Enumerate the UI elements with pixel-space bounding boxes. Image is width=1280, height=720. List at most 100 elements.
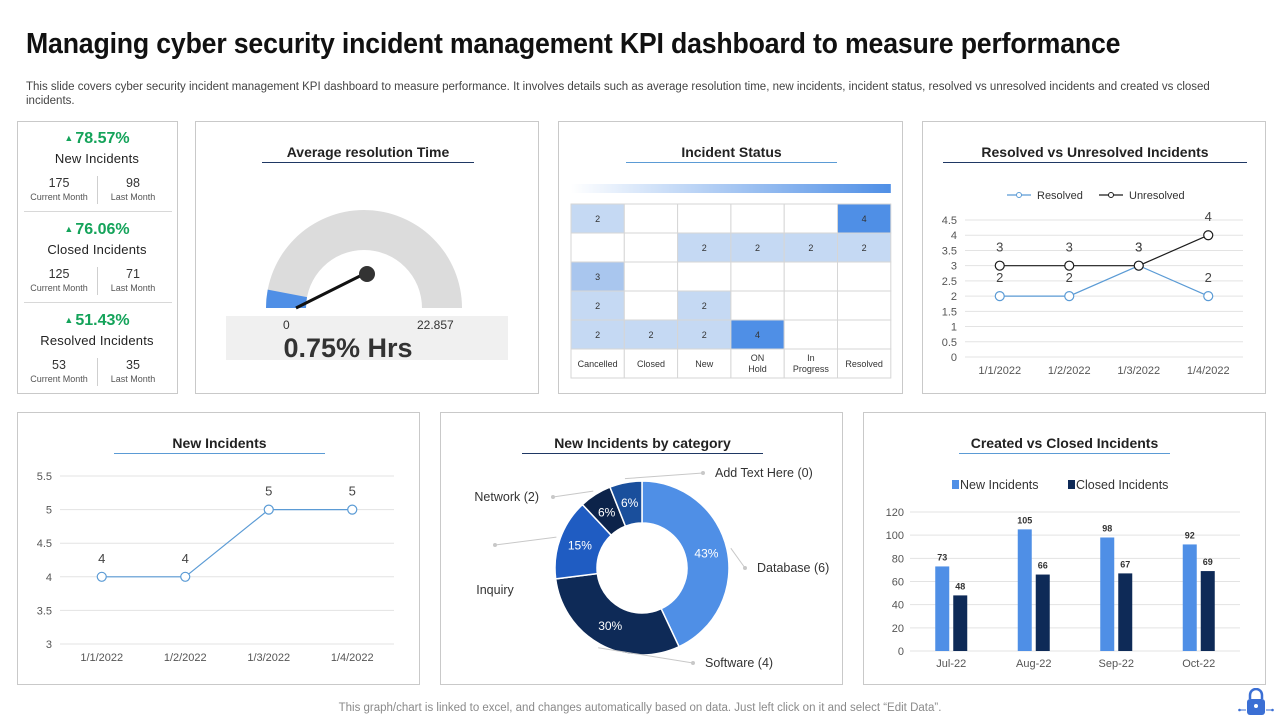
status-cell-value: 2 <box>702 243 707 253</box>
data-label: 2 <box>1066 270 1073 285</box>
bar-value-label: 48 <box>955 581 965 591</box>
bar-value-label: 73 <box>937 552 947 562</box>
status-cell-value: 2 <box>702 330 707 340</box>
donut-slice <box>641 480 730 648</box>
status-cell <box>730 261 785 292</box>
panel-title: Resolved vs Unresolved Incidents <box>981 144 1209 160</box>
incidents-by-category-donut: 43% Database (6) 30% Software (4) 15% Inquiry… <box>474 466 829 670</box>
gauge-track <box>266 210 462 308</box>
y-tick-label: 4 <box>46 572 52 584</box>
y-tick-label: 0.5 <box>942 337 957 349</box>
callout-label: Network (2) <box>474 490 539 504</box>
data-point <box>180 571 191 582</box>
status-column-cell <box>730 348 785 379</box>
status-cell <box>570 319 625 350</box>
status-column-label: New <box>695 359 714 369</box>
y-tick-label: 3 <box>46 639 52 651</box>
status-cell <box>623 232 679 263</box>
x-tick-label: 1/3/2022 <box>1117 365 1160 377</box>
callout-line <box>624 472 704 480</box>
status-header-bar <box>571 184 891 193</box>
series-line <box>999 265 1209 297</box>
bar-value-label: 105 <box>1017 515 1032 525</box>
footer-note: This graph/chart is linked to excel, and… <box>338 702 942 714</box>
bar <box>1017 529 1032 651</box>
kpi-last: 71 <box>126 267 140 281</box>
data-point <box>994 260 1005 271</box>
kpi-current: 53 <box>52 358 66 372</box>
data-label: 5 <box>349 484 356 499</box>
status-column-cell <box>837 348 892 379</box>
bar-value-label: 66 <box>1038 561 1048 571</box>
bar-value-label: 98 <box>1102 523 1112 533</box>
panel-title: Average resolution Time <box>286 144 450 160</box>
divider <box>24 211 172 212</box>
x-tick-label: 1/2/2022 <box>164 652 207 664</box>
bar <box>935 566 950 651</box>
callout-label: Software (4) <box>705 656 773 670</box>
up-arrow-icon: ▲ <box>64 315 74 325</box>
y-tick-label: 1.5 <box>942 306 957 318</box>
status-cell <box>623 261 679 292</box>
status-cell <box>837 290 892 321</box>
bar-value-label: 67 <box>1120 559 1130 569</box>
status-column-label: Resolved <box>845 359 883 369</box>
legend-marker <box>1016 192 1022 198</box>
status-column-label: In <box>807 353 815 363</box>
status-cell-value: 2 <box>648 330 653 340</box>
series-line <box>101 508 353 578</box>
x-tick-label: 1/1/2022 <box>978 365 1021 377</box>
status-cell <box>783 261 838 292</box>
status-cell <box>570 232 625 263</box>
y-tick-label: 0 <box>951 352 957 364</box>
bar <box>1200 571 1215 651</box>
status-cell <box>570 261 625 292</box>
kpi-current-label: Current Month <box>30 192 88 202</box>
status-cell <box>677 232 732 263</box>
callout-dot <box>691 661 695 665</box>
legend-marker <box>1108 192 1114 198</box>
y-tick-label: 120 <box>886 507 904 519</box>
gauge-needle <box>295 272 365 310</box>
status-cell <box>677 203 732 234</box>
kpi-current-label: Current Month <box>30 283 88 293</box>
status-cell-value: 4 <box>862 214 867 224</box>
y-tick-label: 40 <box>892 600 904 612</box>
up-arrow-icon: ▲ <box>64 224 74 234</box>
kpi-last-label: Last Month <box>110 192 156 202</box>
y-tick-label: 20 <box>892 623 904 635</box>
x-tick-label: Oct-22 <box>1182 658 1215 670</box>
data-point <box>1203 291 1214 302</box>
avg-resolution-panel: Average resolution Time 0 22.857 0.75% H… <box>195 121 539 394</box>
status-column-label: Closed <box>637 359 665 369</box>
status-cell <box>783 203 838 234</box>
kpi-panel: ▲ 78.57% New Incidents 175 Current Month 9… <box>17 121 178 394</box>
page-description: This slide covers cyber security inciden… <box>26 81 1210 107</box>
bar <box>1182 544 1197 651</box>
status-cell-value: 2 <box>595 301 600 311</box>
new-incidents-panel: New Incidents 3 3.5 4 4.5 5 5.5 1/1/2022 1/2/20… <box>17 412 420 685</box>
status-cell-value: 2 <box>862 243 867 253</box>
status-cell <box>623 290 679 321</box>
y-tick-label: 2 <box>951 291 957 303</box>
data-label: 4 <box>98 551 105 566</box>
page-title: Managing cyber security incident managem… <box>26 28 1121 60</box>
donut-slice <box>608 480 643 528</box>
data-label: 3 <box>1066 240 1073 255</box>
incident-status-panel: Incident Status 2 4 2 2 2 2 3 2 2 2 2 2 4 Cancelled Cl… <box>558 121 903 394</box>
callout-label: Database (6) <box>757 561 829 575</box>
y-tick-label: 3 <box>951 261 957 273</box>
status-cell <box>730 319 785 350</box>
status-cell-value: 2 <box>702 301 707 311</box>
gauge-min-label: 0 <box>283 318 290 332</box>
data-point <box>1064 291 1075 302</box>
up-arrow-icon: ▲ <box>64 133 74 143</box>
status-cell <box>783 290 838 321</box>
kpi-last-label: Last Month <box>110 283 156 293</box>
kpi-pct: 78.57% <box>75 130 130 147</box>
y-tick-label: 4 <box>951 230 957 242</box>
kpi-name: Resolved Incidents <box>40 333 154 348</box>
kpi-last: 35 <box>126 358 140 372</box>
x-tick-label: 1/4/2022 <box>331 652 374 664</box>
gauge-chart <box>266 210 462 310</box>
